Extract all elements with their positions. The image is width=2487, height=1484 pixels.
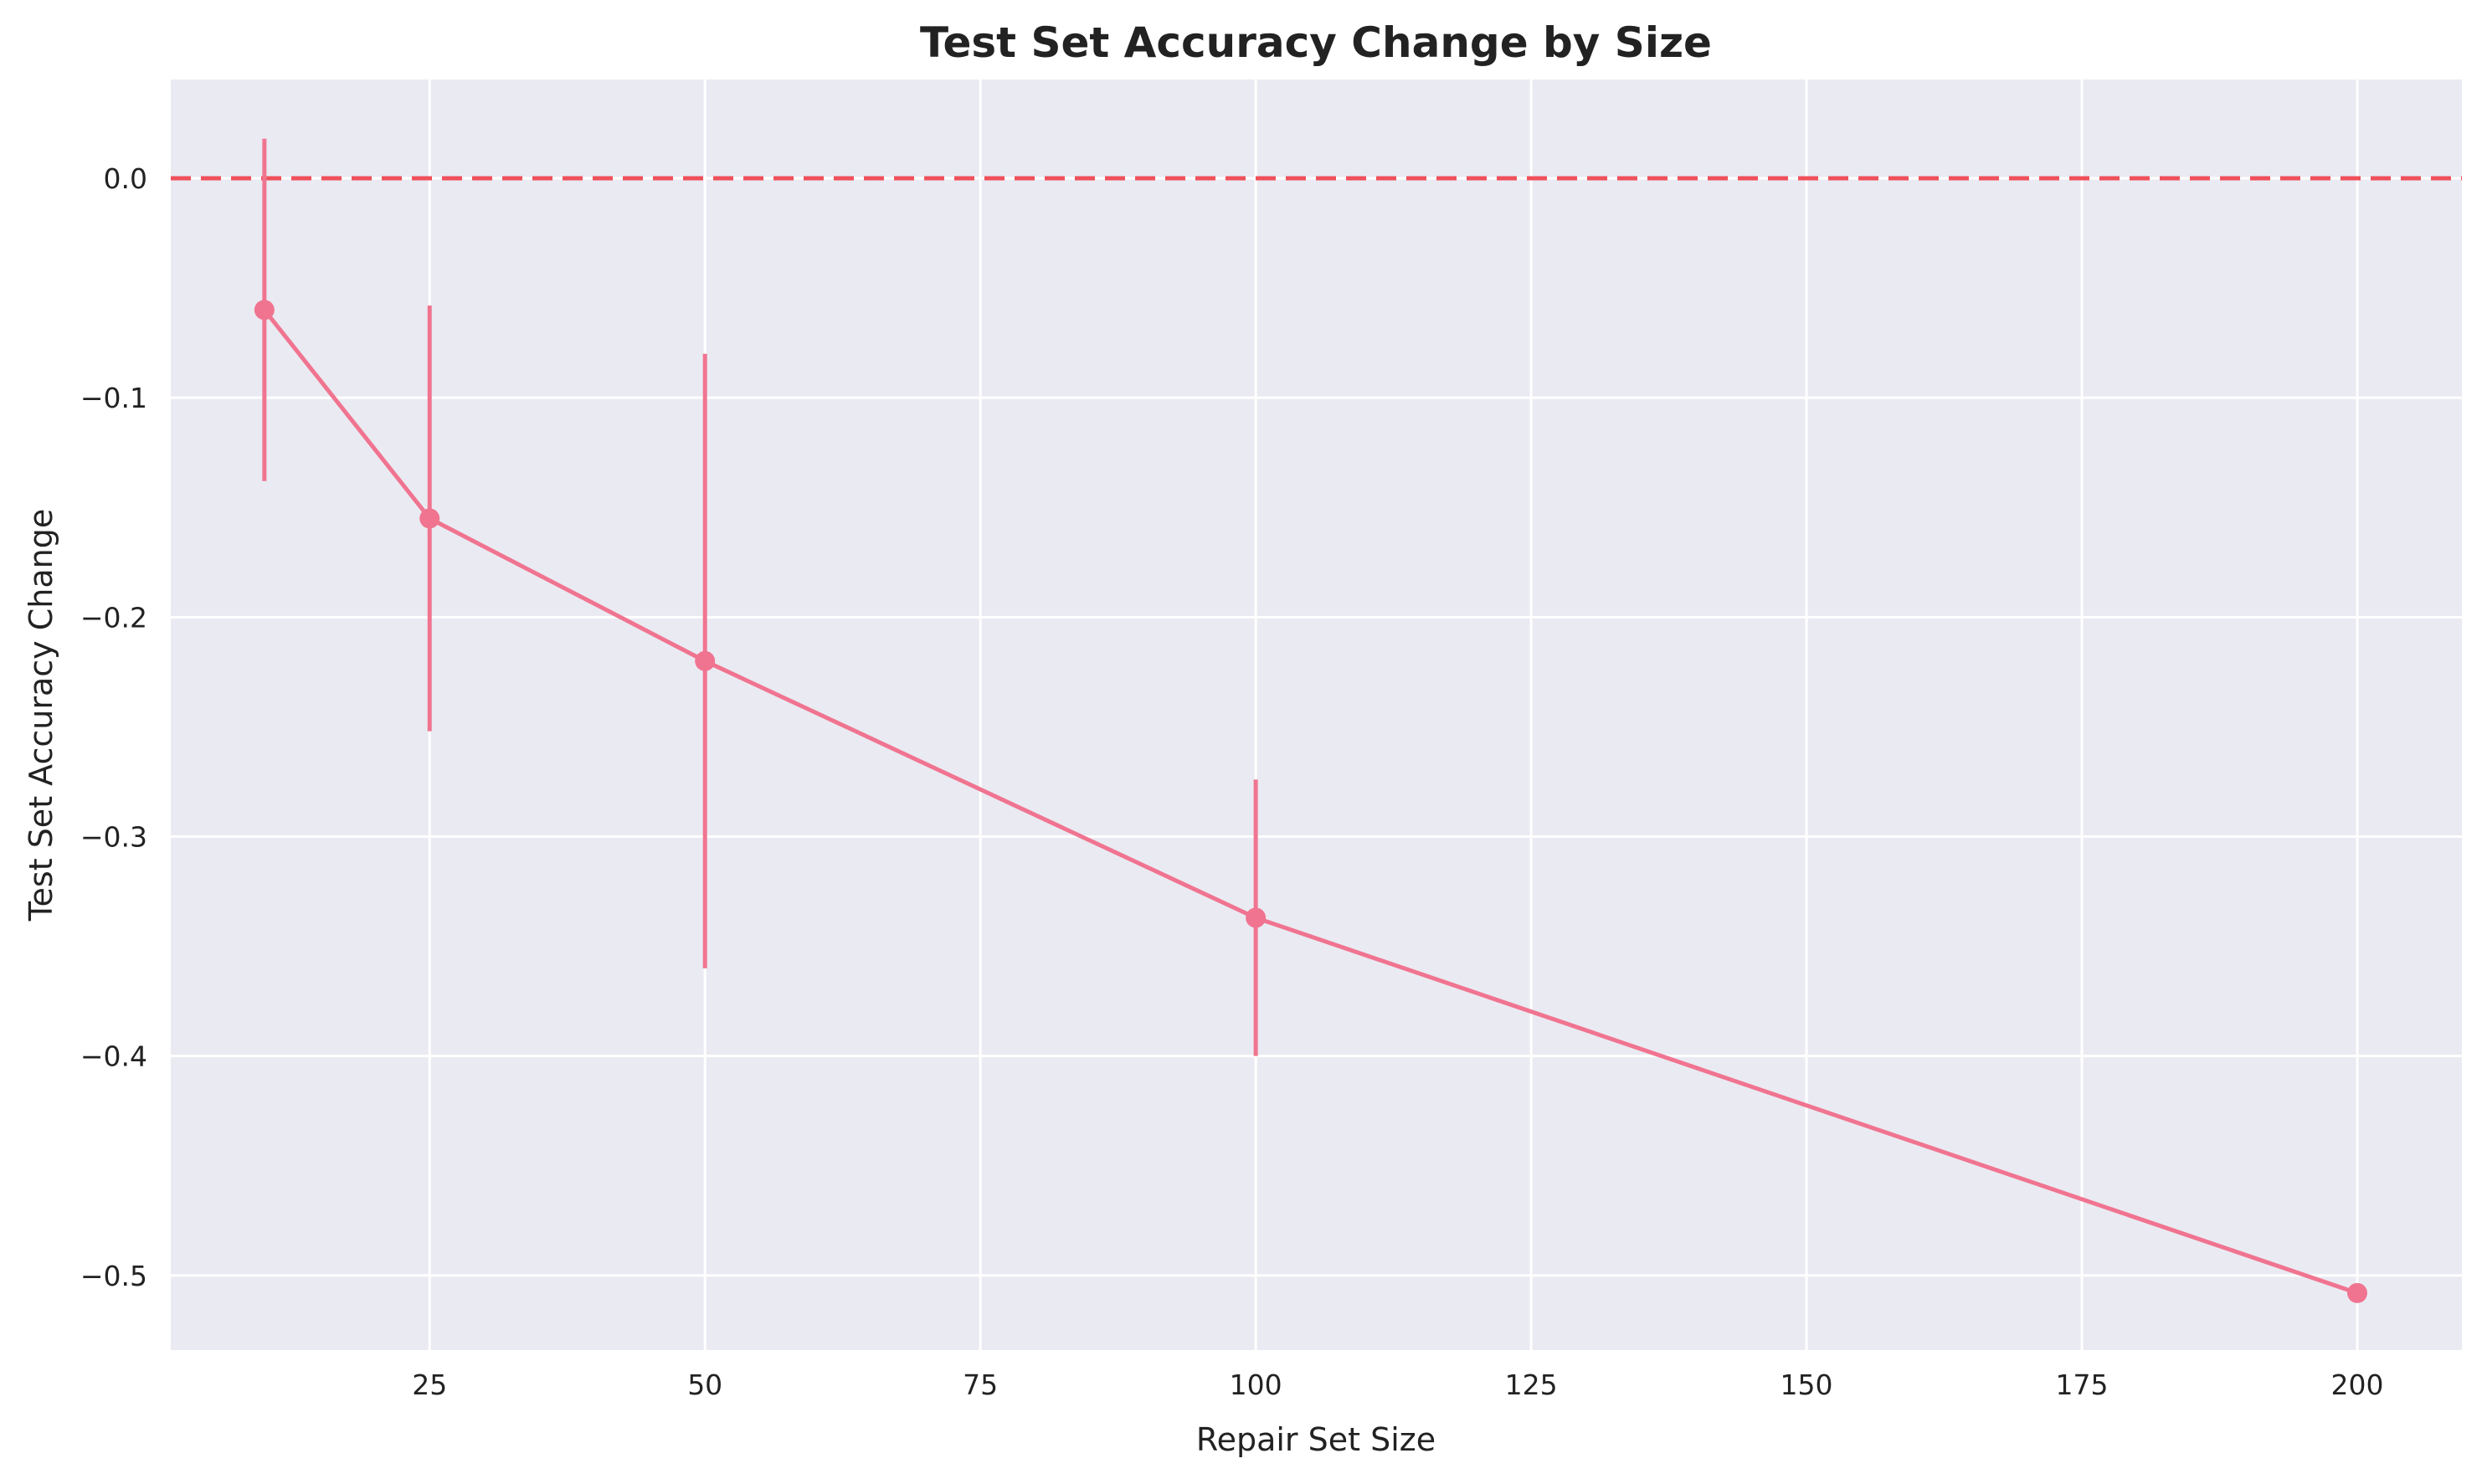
x-tick-labels: 25 50 75 100 125 150 175 200: [412, 1368, 2383, 1401]
x-tick-label: 75: [963, 1368, 998, 1401]
data-point: [1246, 907, 1267, 928]
x-tick-label: 100: [1230, 1368, 1282, 1401]
plot-background: [171, 80, 2462, 1350]
y-tick-label: −0.1: [80, 382, 147, 414]
y-tick-label: −0.2: [80, 601, 147, 634]
x-tick-label: 200: [2330, 1368, 2383, 1401]
x-axis-label: Repair Set Size: [1196, 1421, 1436, 1458]
y-tick-label: −0.4: [80, 1040, 147, 1073]
series-group: [254, 138, 2367, 1303]
x-tick-label: 125: [1505, 1368, 1558, 1401]
x-tick-label: 150: [1780, 1368, 1833, 1401]
y-tick-label: −0.3: [80, 821, 147, 854]
y-tick-label: 0.0: [104, 162, 147, 195]
data-point: [695, 650, 716, 671]
x-tick-label: 175: [2056, 1368, 2109, 1401]
data-point: [419, 508, 440, 529]
chart-title: Test Set Accuracy Change by Size: [920, 18, 1712, 67]
y-tick-labels: 0.0 −0.1 −0.2 −0.3 −0.4 −0.5: [80, 162, 147, 1292]
data-point: [254, 300, 275, 321]
grid: [171, 80, 2462, 1350]
x-tick-label: 25: [412, 1368, 447, 1401]
y-tick-label: −0.5: [80, 1260, 147, 1292]
data-point: [2346, 1282, 2367, 1303]
y-axis-label: Test Set Accuracy Change: [23, 509, 59, 922]
x-tick-label: 50: [687, 1368, 722, 1401]
